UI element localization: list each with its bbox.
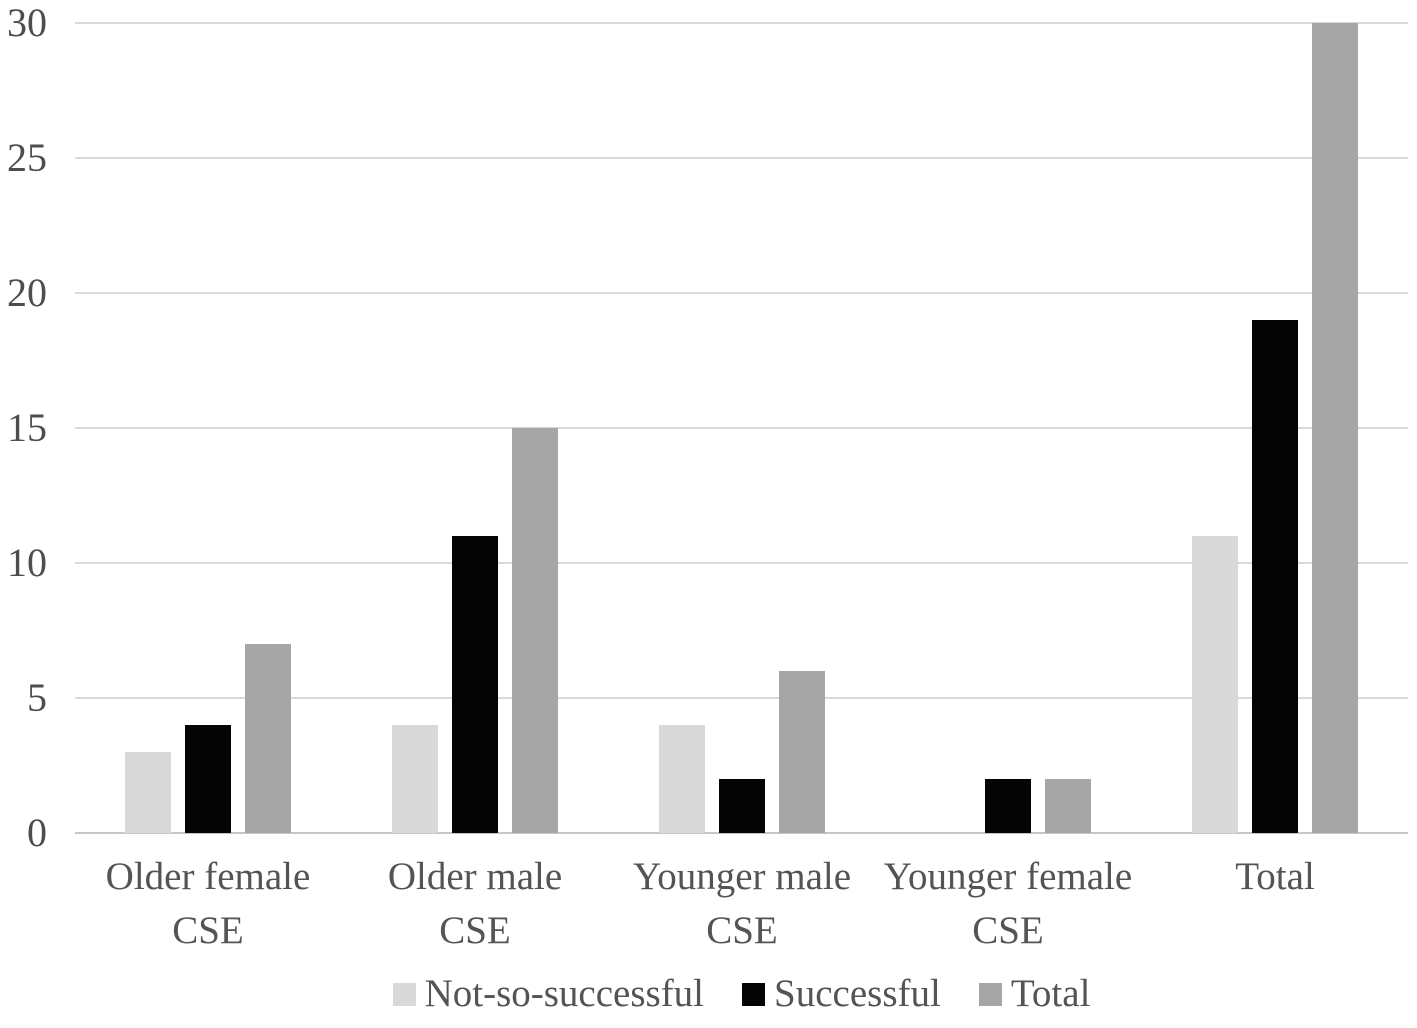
bar-not-so-successful-younger-male-cse <box>659 725 705 833</box>
legend-swatch-icon <box>392 982 416 1006</box>
bar-successful-younger-female-cse <box>985 779 1031 833</box>
legend-swatch-icon <box>742 982 766 1006</box>
y-tick-label-10: 10 <box>7 540 47 585</box>
gridline-25 <box>75 157 1408 159</box>
x-category-label-younger-female-cse: Younger female CSE <box>883 855 1133 952</box>
bar-not-so-successful-older-male-cse <box>392 725 438 833</box>
bar-total-younger-female-cse <box>1045 779 1091 833</box>
bar-successful-total <box>1252 320 1298 833</box>
x-category-label-younger-male-cse: Younger male CSE <box>632 855 852 952</box>
y-tick-label-30: 30 <box>7 0 47 45</box>
x-category-label-older-female-cse: Older female CSE <box>105 855 311 952</box>
legend-item-successful: Successful <box>742 972 941 1016</box>
bar-successful-younger-male-cse <box>719 779 765 833</box>
legend: Not-so-successful Successful Total <box>75 972 1408 1016</box>
y-tick-label-20: 20 <box>7 270 47 315</box>
bar-total-total <box>1312 23 1358 833</box>
bar-total-younger-male-cse <box>779 671 825 833</box>
y-tick-label-15: 15 <box>7 405 47 450</box>
legend-item-total: Total <box>978 972 1091 1016</box>
legend-item-not-so-successful: Not-so-successful <box>392 972 705 1016</box>
x-category-label-total: Total <box>1235 855 1315 898</box>
bar-total-older-female-cse <box>245 644 291 833</box>
bar-successful-older-male-cse <box>452 536 498 833</box>
legend-label: Not-so-successful <box>424 972 705 1015</box>
plot-area <box>75 22 1408 834</box>
gridline-10 <box>75 562 1408 564</box>
x-category-label-older-male-cse: Older male CSE <box>387 855 563 952</box>
bar-not-so-successful-older-female-cse <box>125 752 171 833</box>
bar-total-older-male-cse <box>512 428 558 833</box>
legend-swatch-icon <box>978 982 1002 1006</box>
gridline-30 <box>75 22 1408 24</box>
x-axis-line <box>75 832 1408 834</box>
y-tick-label-25: 25 <box>7 135 47 180</box>
gridline-15 <box>75 427 1408 429</box>
bar-not-so-successful-total <box>1192 536 1238 833</box>
bar-successful-older-female-cse <box>185 725 231 833</box>
gridline-5 <box>75 697 1408 699</box>
gridline-20 <box>75 292 1408 294</box>
legend-label: Total <box>1010 972 1091 1015</box>
y-tick-label-5: 5 <box>27 675 47 720</box>
legend-label: Successful <box>774 972 941 1015</box>
y-tick-label-0: 0 <box>27 810 47 855</box>
